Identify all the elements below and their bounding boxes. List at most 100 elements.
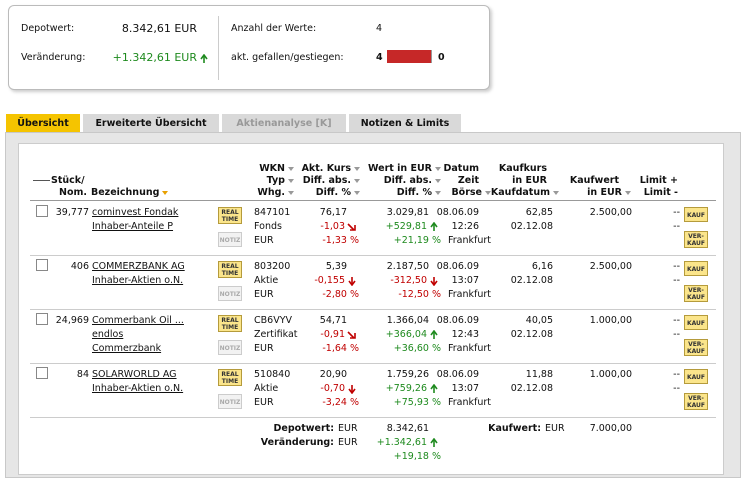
footer-label: Kaufwert: (488, 423, 541, 434)
header: WKN (259, 163, 294, 174)
kaufkurs: 40,05 (525, 315, 553, 326)
checkbox[interactable] (36, 205, 48, 217)
slot (547, 176, 559, 185)
sort-icon (354, 190, 360, 195)
notiz-button[interactable]: NOTIZ (218, 286, 242, 301)
kaufdatum: 02.12.08 (510, 329, 553, 340)
kaufkurs: 62,85 (526, 207, 553, 218)
security-link[interactable]: Commerbank Oil ... (92, 315, 184, 326)
limit: -- (673, 221, 680, 232)
realtime-button[interactable]: REAL TIME (218, 207, 242, 224)
kurs: 76,17 (319, 207, 347, 218)
slot (347, 262, 359, 271)
btn-text: KAUF (686, 212, 706, 219)
verkauf-button[interactable]: VER- KAUF (684, 285, 708, 302)
header: Diff. % (397, 187, 441, 198)
checkbox[interactable] (36, 367, 48, 379)
zeit: 12:26 (451, 221, 479, 232)
header[interactable]: Bezeichnung (91, 187, 169, 198)
kaufwert: 2.500,00 (590, 207, 632, 218)
header: Kaufkurs (498, 163, 547, 174)
security-link[interactable]: SOLARWORLD AG (92, 369, 177, 380)
slot (347, 384, 359, 395)
sort-icon (288, 166, 294, 171)
btn-text: NOTIZ (219, 291, 241, 298)
wert-pct: +75,93 % (394, 397, 441, 408)
header: Diff. abs. (383, 175, 432, 186)
label: Veränderung: (21, 52, 86, 63)
stueck: 39,777 (56, 207, 89, 218)
slot (479, 176, 491, 185)
kurs-diff: -0,91 (320, 329, 345, 340)
stueck: 24,969 (56, 315, 89, 326)
limit: -- (673, 383, 680, 394)
wert-pct: -12,50 % (398, 289, 441, 300)
security-link[interactable]: endlos (92, 329, 124, 340)
value: 4 (376, 23, 383, 34)
limit: -- (673, 315, 680, 326)
security-link[interactable]: Inhaber-Aktien o.N. (92, 275, 184, 286)
header: Wert in EUR (368, 163, 441, 174)
typ: Aktie (254, 383, 279, 394)
wert-diff: -312,50 (390, 275, 427, 286)
realtime-button[interactable]: REAL TIME (218, 369, 242, 386)
datum: 08.06.09 (436, 315, 479, 326)
header: Diff. % (396, 187, 432, 198)
verkauf-button[interactable]: VER- KAUF (684, 231, 708, 248)
security-link[interactable]: Commerzbank (92, 343, 162, 354)
security-link[interactable]: cominvest Fondak (92, 207, 179, 218)
notiz-button[interactable]: NOTIZ (218, 232, 242, 247)
btn-text: VER- (688, 233, 704, 240)
stueck: 24,969 (55, 315, 89, 326)
kaufwert: 1.000,00 (589, 315, 632, 326)
notiz-button[interactable]: NOTIZ (218, 394, 242, 409)
wkn: 803200 (254, 261, 291, 272)
whg: EUR (545, 423, 565, 434)
header: Zeit (458, 175, 491, 186)
wert: 1.366,04 (386, 315, 429, 326)
kauf-button[interactable]: KAUF (684, 315, 708, 330)
trend-icon (347, 223, 356, 231)
header: Stück/ (51, 175, 85, 186)
slot (199, 53, 211, 63)
kurs: 76,17 (320, 207, 359, 218)
header: Börse (451, 187, 491, 198)
footer-value: 7.000,00 (589, 423, 632, 434)
checkbox[interactable] (36, 259, 48, 271)
kaufkurs: 40,05 (526, 315, 553, 326)
wert: 3.029,81 (386, 207, 429, 218)
tab[interactable]: Erweiterte Übersicht (83, 114, 219, 133)
kaufdatum: 02.12.08 (510, 383, 553, 394)
header: Whg. (257, 187, 294, 198)
fallen-bar (387, 50, 431, 63)
notiz-button[interactable]: NOTIZ (218, 340, 242, 355)
btn-text: NOTIZ (219, 399, 241, 406)
trend-icon (430, 221, 438, 231)
kurs-pct: -1,33 % (322, 235, 359, 246)
header: Börse (451, 187, 482, 198)
tab[interactable]: Übersicht (6, 114, 80, 133)
wert-diff: +529,81 (385, 221, 427, 232)
kaufwert: 2.500,00 (590, 261, 632, 272)
limit: -- (673, 369, 680, 380)
security-link[interactable]: COMMERZBANK AG (92, 261, 185, 272)
whg: EUR (254, 343, 274, 354)
security-link[interactable]: Inhaber-Anteile P (92, 221, 174, 232)
datum: 08.06.09 (437, 315, 479, 326)
tab[interactable]: Notizen & Limits (349, 114, 461, 133)
verkauf-button[interactable]: VER- KAUF (684, 339, 708, 356)
realtime-button[interactable]: REAL TIME (218, 315, 242, 332)
btn-text: TIME (221, 378, 239, 385)
typ: Aktie (254, 275, 279, 286)
realtime-button[interactable]: REAL TIME (218, 261, 242, 278)
kurs-diff: -1,03 (320, 221, 359, 232)
kauf-button[interactable]: KAUF (684, 261, 708, 276)
kauf-button[interactable]: KAUF (684, 207, 708, 222)
sort-icon (354, 166, 360, 171)
kauf-button[interactable]: KAUF (684, 369, 708, 384)
kaufkurs: 11,88 (526, 369, 553, 380)
checkbox[interactable] (36, 313, 48, 325)
zeit: 13:07 (452, 383, 479, 394)
verkauf-button[interactable]: VER- KAUF (684, 393, 708, 410)
security-link[interactable]: Inhaber-Aktien o.N. (92, 383, 184, 394)
